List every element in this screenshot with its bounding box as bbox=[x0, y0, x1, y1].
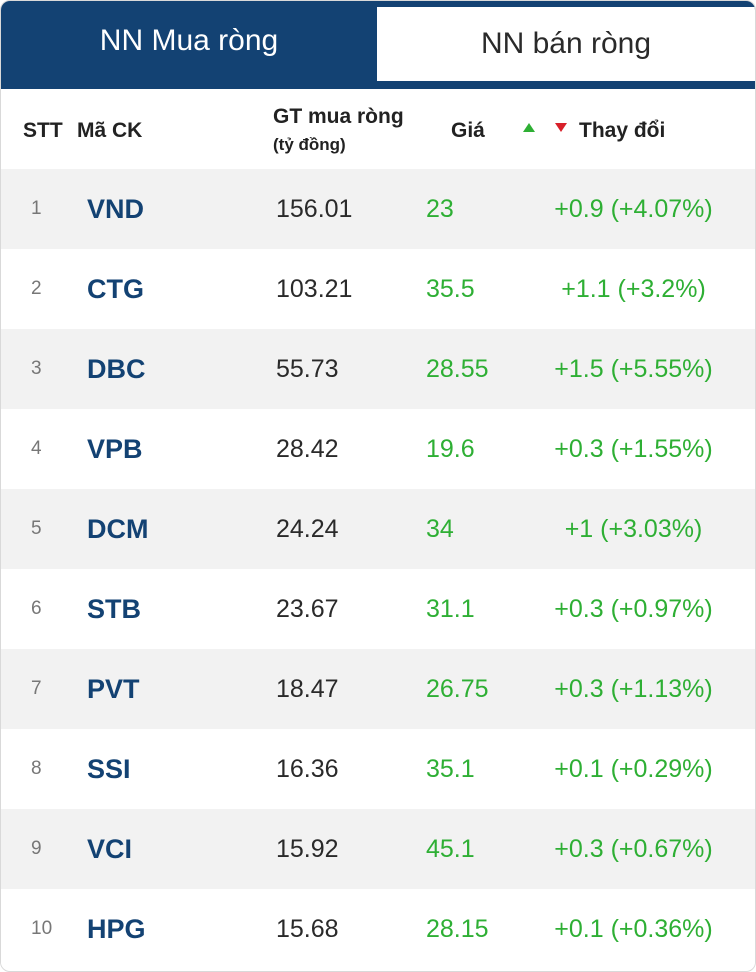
table-row: 6 STB 23.67 31.1 +0.3 (+0.97%) bbox=[1, 569, 755, 649]
row-net-value: 28.42 bbox=[276, 435, 339, 463]
row-net-value: 24.24 bbox=[276, 515, 339, 543]
row-net-value: 18.47 bbox=[276, 675, 339, 703]
row-net-value: 15.68 bbox=[276, 915, 339, 943]
row-stock-code[interactable]: DCM bbox=[87, 514, 149, 544]
tab-bar: NN Mua ròng NN bán ròng bbox=[1, 1, 755, 89]
row-stock-code[interactable]: VND bbox=[87, 194, 145, 224]
row-change: +0.9 (+4.07%) bbox=[554, 195, 713, 223]
row-change: +0.3 (+1.13%) bbox=[554, 675, 713, 703]
row-stt: 7 bbox=[31, 678, 42, 699]
row-price: 35.1 bbox=[426, 755, 475, 783]
row-change: +0.3 (+0.97%) bbox=[554, 595, 713, 623]
row-price: 35.5 bbox=[426, 275, 475, 303]
row-stt: 3 bbox=[31, 358, 42, 379]
table-row: 1 VND 156.01 23 +0.9 (+4.07%) bbox=[1, 169, 755, 249]
row-change: +0.3 (+0.67%) bbox=[554, 835, 713, 863]
sort-up-icon[interactable] bbox=[523, 123, 535, 132]
table-row: 8 SSI 16.36 35.1 +0.1 (+0.29%) bbox=[1, 729, 755, 809]
row-stock-code[interactable]: CTG bbox=[87, 274, 144, 304]
row-stock-code[interactable]: VCI bbox=[87, 834, 133, 864]
row-change: +0.3 (+1.55%) bbox=[554, 435, 713, 463]
row-change: +1.5 (+5.55%) bbox=[554, 355, 713, 383]
table-row: 10 HPG 15.68 28.15 +0.1 (+0.36%) bbox=[1, 889, 755, 969]
row-price: 23 bbox=[426, 195, 454, 223]
header-gt-unit: (tỷ đồng) bbox=[273, 135, 346, 154]
row-net-value: 103.21 bbox=[276, 275, 353, 303]
sort-down-icon[interactable] bbox=[555, 123, 567, 132]
row-price: 19.6 bbox=[426, 435, 475, 463]
row-stt: 2 bbox=[31, 278, 42, 299]
row-price: 34 bbox=[426, 515, 454, 543]
row-net-value: 15.92 bbox=[276, 835, 339, 863]
row-price: 26.75 bbox=[426, 675, 489, 703]
table-row: 5 DCM 24.24 34 +1 (+3.03%) bbox=[1, 489, 755, 569]
table-row: 2 CTG 103.21 35.5 +1.1 (+3.2%) bbox=[1, 249, 755, 329]
table-row: 3 DBC 55.73 28.55 +1.5 (+5.55%) bbox=[1, 329, 755, 409]
row-net-value: 23.67 bbox=[276, 595, 339, 623]
row-stt: 8 bbox=[31, 758, 42, 779]
table-header: STT Mã CK GT mua ròng (tỷ đồng) Giá Thay… bbox=[1, 89, 755, 169]
row-net-value: 55.73 bbox=[276, 355, 339, 383]
row-stock-code[interactable]: PVT bbox=[87, 674, 140, 704]
table-row: 7 PVT 18.47 26.75 +0.3 (+1.13%) bbox=[1, 649, 755, 729]
table-row: 4 VPB 28.42 19.6 +0.3 (+1.55%) bbox=[1, 409, 755, 489]
row-stock-code[interactable]: STB bbox=[87, 594, 141, 624]
row-stock-code[interactable]: HPG bbox=[87, 914, 146, 944]
row-change: +1.1 (+3.2%) bbox=[561, 275, 706, 303]
table-body: 1 VND 156.01 23 +0.9 (+4.07%) 2 CTG 103.… bbox=[1, 169, 755, 969]
row-stt: 4 bbox=[31, 438, 42, 459]
row-price: 45.1 bbox=[426, 835, 475, 863]
row-change: +1 (+3.03%) bbox=[564, 515, 703, 543]
tab-nn-ban-rong[interactable]: NN bán ròng bbox=[377, 7, 755, 81]
row-net-value: 156.01 bbox=[276, 195, 353, 223]
row-stock-code[interactable]: DBC bbox=[87, 354, 146, 384]
header-ma-ck: Mã CK bbox=[77, 119, 143, 142]
row-change: +0.1 (+0.36%) bbox=[554, 915, 713, 943]
row-price: 31.1 bbox=[426, 595, 475, 623]
table-row: 9 VCI 15.92 45.1 +0.3 (+0.67%) bbox=[1, 809, 755, 889]
header-gt-mua-rong: GT mua ròng bbox=[273, 105, 404, 128]
header-stt: STT bbox=[23, 119, 63, 142]
row-stt: 1 bbox=[31, 198, 42, 219]
row-stt: 9 bbox=[31, 838, 42, 859]
row-stock-code[interactable]: VPB bbox=[87, 434, 143, 464]
header-thay-doi: Thay đổi bbox=[579, 119, 666, 142]
row-change: +0.1 (+0.29%) bbox=[554, 755, 713, 783]
row-stt: 10 bbox=[31, 918, 53, 939]
row-net-value: 16.36 bbox=[276, 755, 339, 783]
row-stt: 5 bbox=[31, 518, 42, 539]
row-stt: 6 bbox=[31, 598, 42, 619]
row-price: 28.55 bbox=[426, 355, 489, 383]
row-price: 28.15 bbox=[426, 915, 489, 943]
header-gia: Giá bbox=[451, 119, 485, 142]
tab-nn-mua-rong[interactable]: NN Mua ròng bbox=[99, 24, 279, 57]
row-stock-code[interactable]: SSI bbox=[87, 754, 131, 784]
